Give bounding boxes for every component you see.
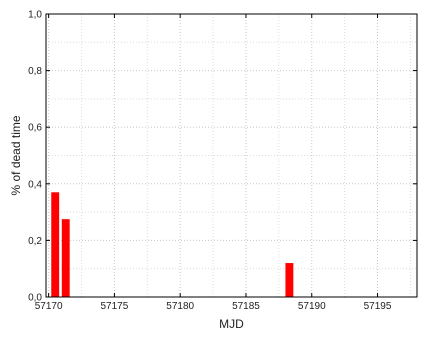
x-tick-label: 57190 [298,301,326,312]
y-tick-label: 0,4 [28,179,42,190]
bar [51,192,60,297]
plot-frame [45,13,418,298]
y-tick-label: 1,0 [28,10,42,21]
x-tick-label: 57195 [364,301,392,312]
bar [285,263,294,297]
y-axis-label: % of dead time [9,115,23,195]
x-tick-label: 57175 [101,301,129,312]
bar [61,219,70,297]
y-tick-label: 0,2 [28,236,42,247]
grid [46,14,417,297]
x-axis-label: MJD [219,317,244,331]
x-tick-label: 57180 [166,301,194,312]
x-tick-label: 57170 [35,301,63,312]
tick-labels: 57170 57175 57180 57185 57190 57195 0,0 0,2 0,4 0… [28,10,392,313]
bars [51,192,294,297]
y-tick-label: 0,8 [28,66,42,77]
y-tick-label: 0,6 [28,123,42,134]
x-tick-label: 57185 [232,301,260,312]
ticks [46,13,417,298]
y-tick-label: 0,0 [28,293,42,304]
